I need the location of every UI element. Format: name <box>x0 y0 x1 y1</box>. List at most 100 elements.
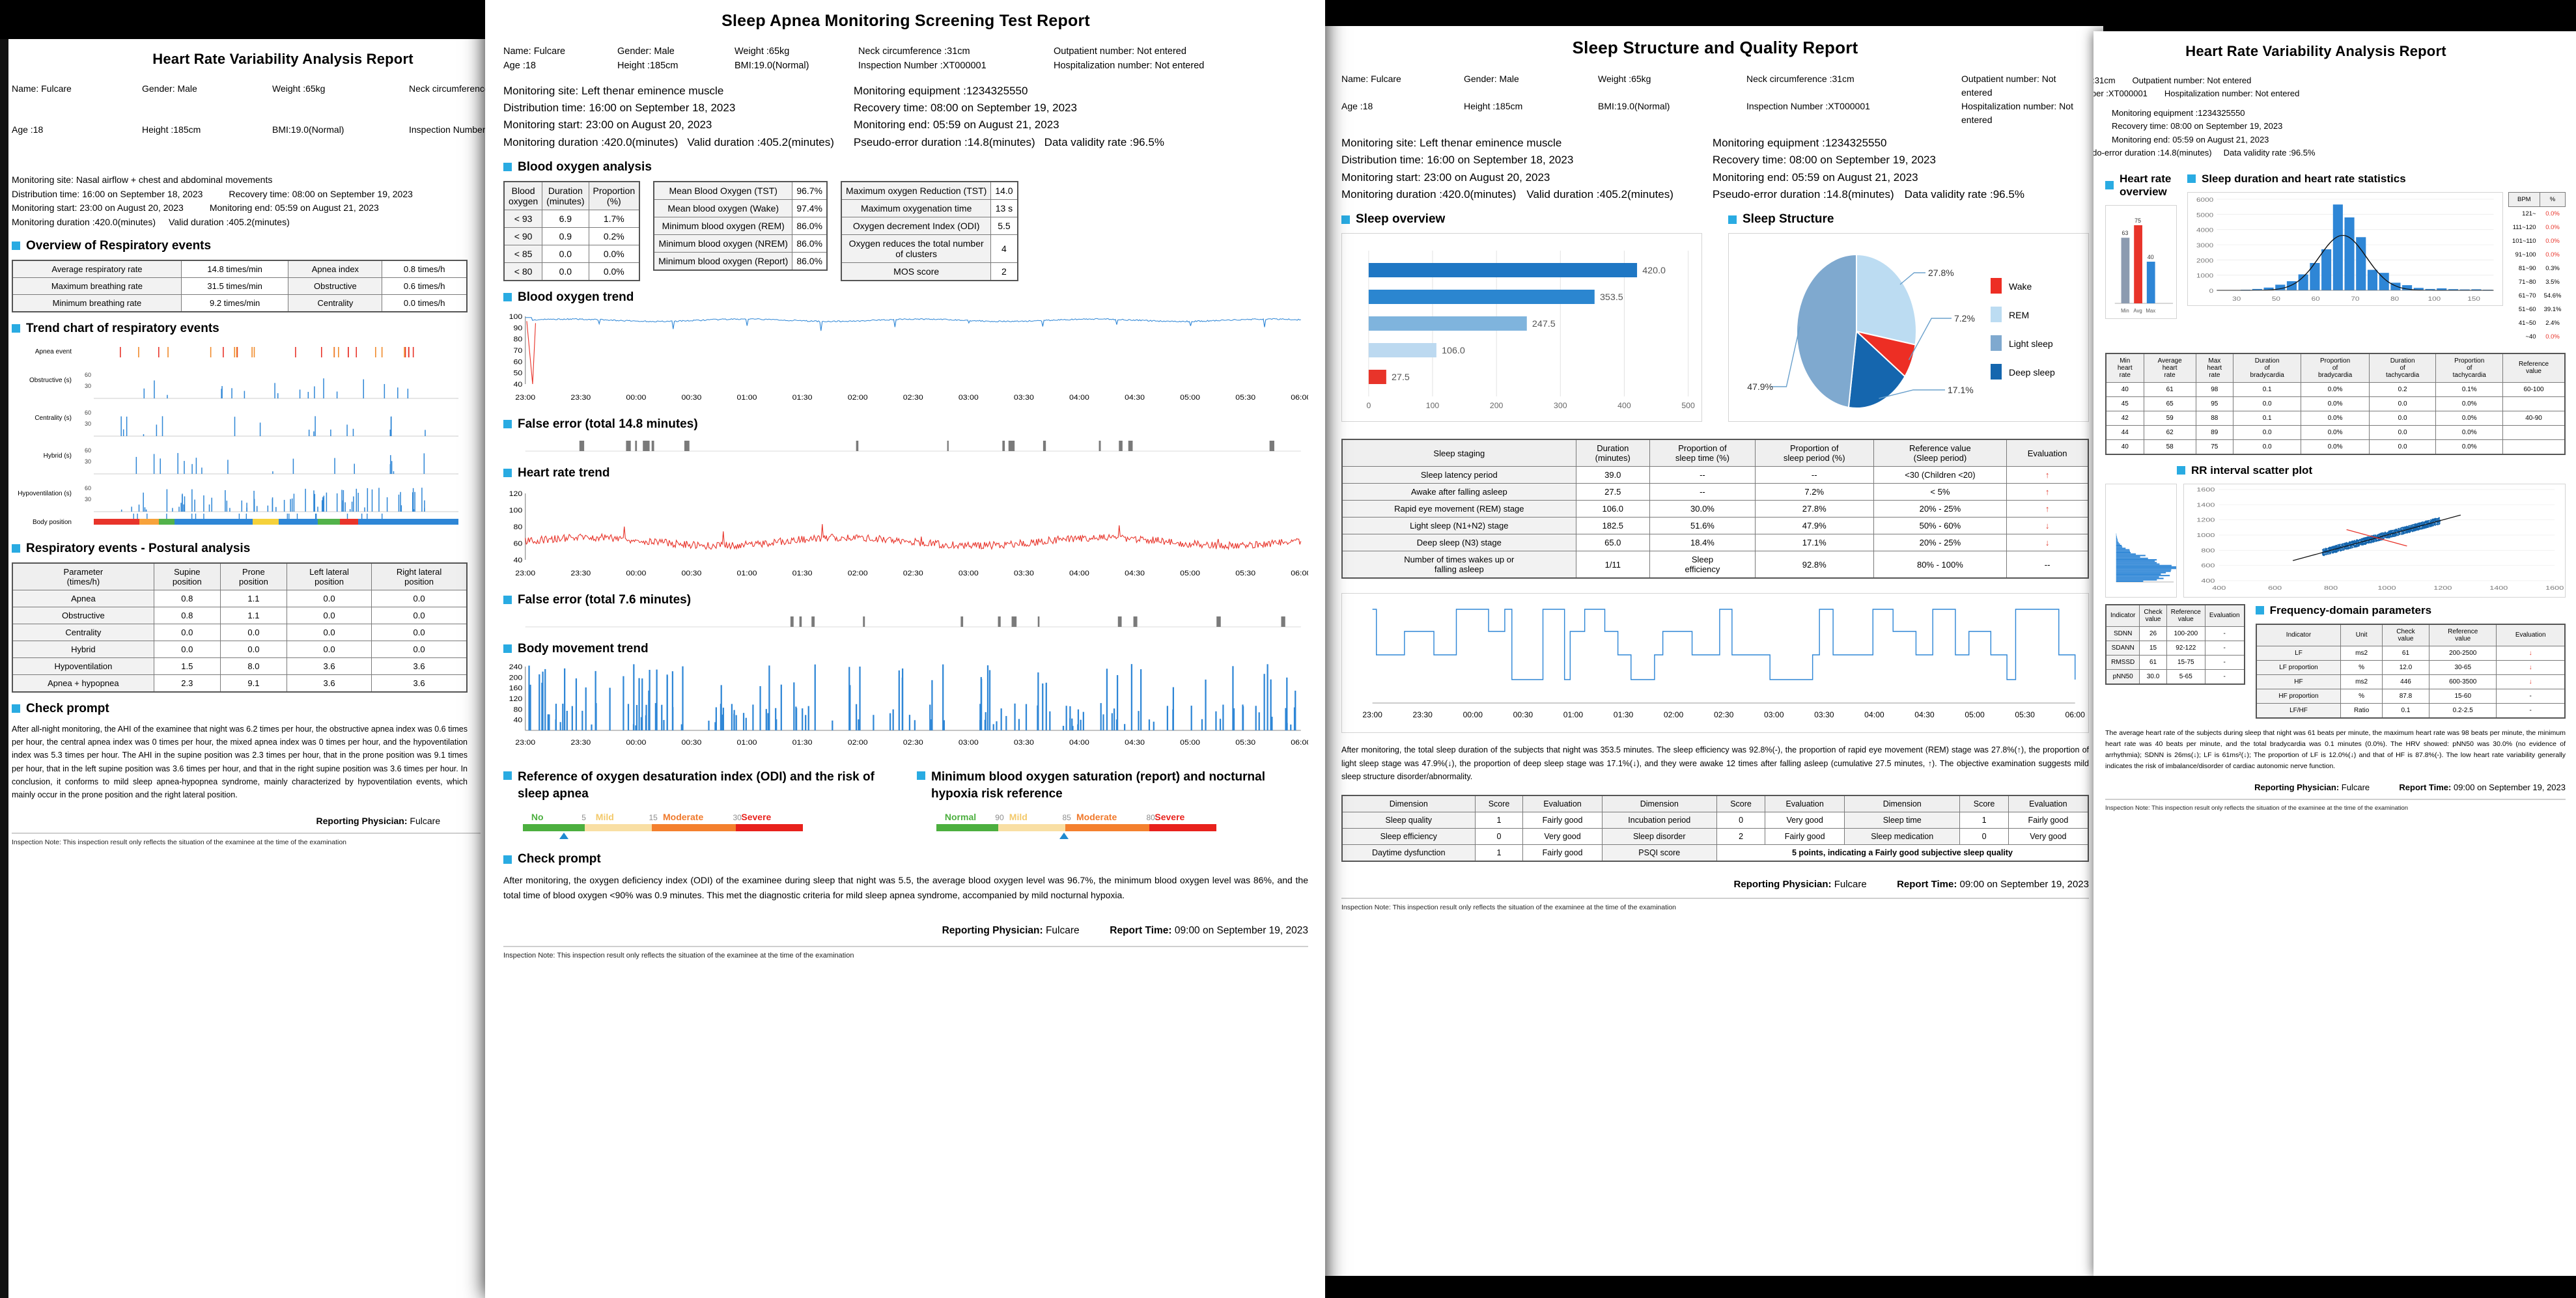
svg-text:2000: 2000 <box>2196 258 2213 264</box>
table-cell: Supine position <box>153 562 221 590</box>
patient-hospitalization: Hospitalization number: Not entered <box>1054 60 1205 71</box>
table-cell: 9.1 <box>219 674 287 693</box>
svg-text:1600: 1600 <box>2196 487 2215 493</box>
table-cell: Deep sleep (N3) stage <box>1341 534 1576 552</box>
table-cell: LF proportion <box>2256 659 2342 675</box>
table-cell: 0.0 <box>286 640 372 658</box>
table-cell: PSQI score <box>1601 844 1717 862</box>
table-time-domain: Indicator Check value Reference value Evaluat… <box>2105 603 2245 685</box>
report-page-respiratory[interactable]: Heart Rate Variability Analysis Report N… <box>0 39 485 1298</box>
patient-name: Name: Fulcare <box>12 83 72 94</box>
section-label: Respiratory events - Postural analysis <box>26 541 251 555</box>
table-cell: 5-65 <box>2166 669 2205 685</box>
table-cell: Evaluation <box>2496 624 2566 646</box>
report-page-hrv[interactable]: Heart Rate Variability Analysis Report W… <box>2093 31 2576 1276</box>
monitoring-duration: Monitoring duration :420.0(minutes) <box>503 135 679 148</box>
square-bullet-icon <box>503 420 512 429</box>
table-cell: < 5% <box>1873 483 2008 501</box>
table-cell <box>2502 424 2566 440</box>
risk-tick-label: 15 <box>649 813 658 823</box>
section-label: Heart rate trend <box>518 465 610 480</box>
table-cell: MOS score <box>841 262 992 281</box>
table-row: Awake after falling asleep 27.5 -- 7.2% < 5%… <box>1341 483 2089 501</box>
table-cell: Proportion of bradycardia <box>2301 353 2370 383</box>
table-cell: Apnea + hypopnea <box>12 674 154 693</box>
table-cell: 0.0 <box>371 640 468 658</box>
svg-text:23:00: 23:00 <box>1362 710 1382 719</box>
table-cell: 0.0 <box>2368 424 2437 440</box>
trend-track-chart <box>120 346 414 357</box>
svg-text:Wake: Wake <box>2009 281 2032 292</box>
table-cell: - <box>2204 654 2245 670</box>
table-cell: Sleep medication <box>1844 828 1961 846</box>
physician-name: Fulcare <box>2341 782 2370 792</box>
svg-text:800: 800 <box>2201 547 2215 553</box>
table-cell: 0.0% <box>2435 396 2504 411</box>
table-cell: 54.6% <box>2543 292 2562 299</box>
table-row: LF proportion% 12.0 30-65 ↓ <box>2256 659 2566 675</box>
table-cell: 0.0% <box>2435 424 2504 440</box>
section-hr-statistics: Sleep duration and heart rate statistics <box>2187 173 2566 186</box>
table-cell: 0.0 <box>153 623 221 641</box>
svg-text:1200: 1200 <box>2196 518 2215 523</box>
svg-text:75: 75 <box>2135 217 2141 224</box>
section-check-prompt-p1: Check prompt <box>12 702 476 716</box>
patient-neck: Neck circumference :31cm <box>409 83 485 94</box>
patient-age: Age :18 <box>1341 101 1373 111</box>
table-cell: Right lateral position <box>371 562 468 590</box>
patient-outpatient: Outpatient number: Not entered <box>1961 74 2056 98</box>
table-cell: 0.0% <box>2545 237 2560 245</box>
table-blood-oxygen-duration: Blood oxygen Duration (minutes) Proportion (%… <box>503 180 641 281</box>
table-cell: 81~90 <box>2518 264 2536 272</box>
table-cell: 0.1 <box>2381 702 2430 719</box>
table-row: 40 61 98 0.1 0.0% 0.2 0.1% 60-100 <box>2105 381 2566 397</box>
section-false-error-spo2: False error (total 14.8 minutes) <box>503 417 1308 432</box>
section-label: Blood oxygen analysis <box>518 159 652 174</box>
table-cell: Check value <box>2139 604 2167 627</box>
table-sleep-staging: Sleep staging Duration (minutes) Proportion… <box>1341 439 2089 579</box>
table-cell: 65 <box>2143 396 2196 411</box>
report-page-sleep-apnea[interactable]: Sleep Apnea Monitoring Screening Test Re… <box>485 0 1325 1298</box>
table-row: Obstructive 0.8 1.1 0.0 0.0 <box>12 606 468 624</box>
table-cell: Evaluation <box>1765 795 1845 813</box>
table-cell: 61 <box>2139 654 2167 670</box>
page-title-sleep: Sleep Structure and Quality Report <box>1572 38 1858 57</box>
square-bullet-icon <box>12 544 20 553</box>
table-cell: Light sleep (N1+N2) stage <box>1341 517 1576 535</box>
svg-text:02:30: 02:30 <box>903 569 923 577</box>
table-cell: Minimum blood oxygen (NREM) <box>653 234 793 253</box>
table-row: 111~120 0.0% <box>2508 221 2565 234</box>
table-cell: 51~60 <box>2518 305 2536 313</box>
report-page-sleep-structure[interactable]: Sleep Structure and Quality Report Name:… <box>1322 26 2103 1276</box>
table-cell: -- <box>1649 466 1756 484</box>
table-postural-analysis: Parameter (times/h) Supine position Prone pos… <box>12 562 468 693</box>
square-bullet-icon <box>1341 215 1350 224</box>
check-prompt-text-p2: After monitoring, the total sleep durati… <box>1341 745 2089 781</box>
patient-weight: Weight :65kg <box>272 83 326 94</box>
table-cell: 1 <box>1474 844 1524 862</box>
svg-text:400: 400 <box>2212 585 2226 591</box>
section-postural: Respiratory events - Postural analysis <box>12 542 476 556</box>
svg-text:03:00: 03:00 <box>959 569 979 577</box>
table-frequency-domain: Indicator Unit Check value Reference value Eva… <box>2255 623 2566 719</box>
chart-hr-overview: 63 75 40 Min Avg Max <box>2105 204 2177 319</box>
table-cell: 0.0 <box>371 606 468 624</box>
table-cell: 44 <box>2105 424 2144 440</box>
svg-text:160: 160 <box>509 684 523 692</box>
table-cell: 0.1 <box>2232 381 2302 397</box>
square-bullet-icon <box>12 242 20 251</box>
table-row: SDNN 26 100-200- <box>2105 626 2245 641</box>
table-cell: Parameter (times/h) <box>12 562 154 590</box>
svg-text:60: 60 <box>513 358 522 366</box>
check-prompt-text-p1: After all-night monitoring, the AHI of t… <box>12 724 468 799</box>
risk-segment <box>1149 824 1216 832</box>
patient-outpatient: Outpatient number: Not entered <box>1054 46 1186 57</box>
svg-text:23:00: 23:00 <box>515 738 535 746</box>
table-row: Minimum blood oxygen (Report) 86.0% <box>653 251 828 271</box>
svg-text:03:30: 03:30 <box>1014 569 1034 577</box>
table-row: < 85 0.0 0.0% <box>503 244 640 263</box>
table-cell: 9.2 times/min <box>180 294 289 312</box>
report-time-label: Report Time: <box>1110 924 1172 936</box>
table-cell: Fairly good <box>1522 812 1603 829</box>
svg-text:800: 800 <box>2324 585 2338 591</box>
